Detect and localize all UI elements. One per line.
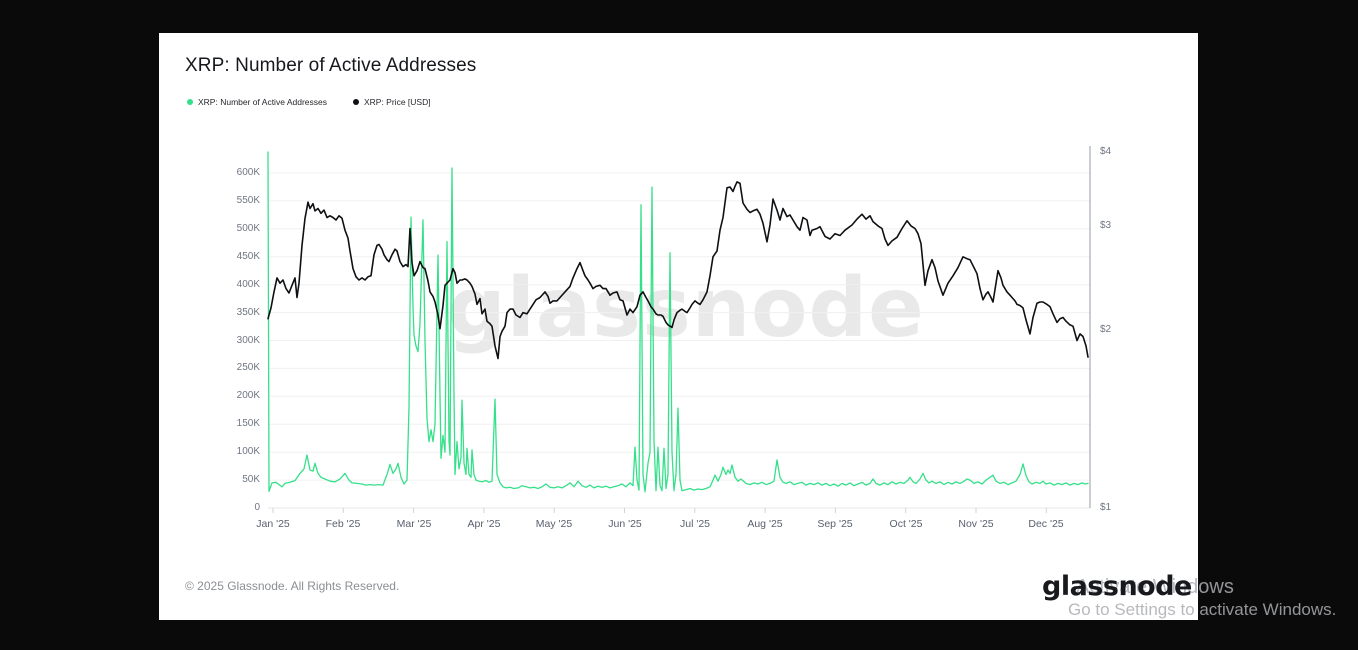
y-right-tick-label: $1 [1100,502,1112,513]
y-left-tick-label: 250K [236,362,260,373]
y-left-tick-label: 500K [236,223,260,234]
series-active-addresses [267,151,1089,493]
x-tick-label: Aug '25 [747,518,783,530]
y-left-tick-label: 0 [254,502,260,513]
x-tick-label: Jul '25 [679,518,711,530]
windows-activate-watermark-line1: Activate Windows [1076,576,1234,598]
y-left-tick-label: 300K [236,335,260,346]
legend-label: XRP: Number of Active Addresses [198,97,327,107]
copyright-text: © 2025 Glassnode. All Rights Reserved. [185,579,400,593]
x-tick-label: Feb '25 [325,518,361,530]
y-left-tick-label: 50K [242,474,260,485]
legend: XRP: Number of Active Addresses XRP: Pri… [187,97,431,107]
x-tick-label: Dec '25 [1028,518,1064,530]
windows-activate-watermark-line2: Go to Settings to activate Windows. [1068,600,1337,619]
x-tick-label: Sep '25 [817,518,853,530]
chart-plot-area[interactable] [267,146,1091,514]
chart-card: XRP: Number of Active Addresses XRP: Num… [159,33,1198,620]
legend-item-price[interactable]: XRP: Price [USD] [352,97,431,107]
x-tick-label: Oct '25 [889,518,923,530]
y-left-tick-label: 350K [236,307,260,318]
y-left-tick-label: 400K [236,279,260,290]
x-tick-label: Mar '25 [396,518,432,530]
y-left-tick-label: 100K [236,446,260,457]
y-left-tick-label: 600K [236,167,260,178]
y-right-tick-label: $2 [1100,324,1112,335]
glassnode-logo: glassnode [1042,571,1192,602]
y-left-tick-label: 450K [236,251,260,262]
y-left-tick-label: 550K [236,195,260,206]
y-right-tick-label: $3 [1100,220,1112,231]
y-left-tick-label: 200K [236,390,260,401]
x-tick-label: Jun '25 [608,518,642,530]
y-left-tick-label: 150K [236,418,260,429]
x-tick-label: May '25 [535,518,573,530]
x-tick-label: Nov '25 [958,518,994,530]
chart-svg [267,146,1091,513]
legend-item-active-addresses[interactable]: XRP: Number of Active Addresses [187,97,327,107]
legend-label: XRP: Price [USD] [363,97,431,107]
legend-dot-black-icon [352,99,359,105]
page-title: XRP: Number of Active Addresses [185,55,477,76]
legend-dot-green-icon [187,99,193,105]
x-tick-label: Apr '25 [467,518,501,530]
series-price [267,181,1089,360]
y-right-tick-label: $4 [1100,146,1112,157]
x-tick-label: Jan '25 [256,518,290,530]
